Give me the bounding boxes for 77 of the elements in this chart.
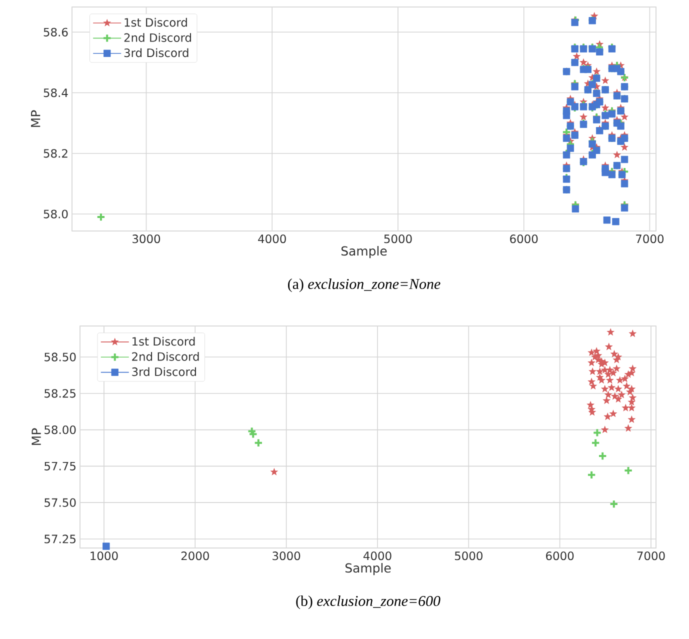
y-tick-label: 57.50 — [44, 498, 76, 507]
point — [588, 358, 596, 366]
y-tick-label: 58.6 — [44, 28, 68, 36]
legend-label: 2nd Discord — [132, 352, 199, 361]
point — [596, 373, 604, 381]
text: (b) exclusion_zone=600 — [296, 596, 440, 610]
point — [628, 404, 636, 412]
point — [620, 374, 629, 382]
point — [600, 426, 609, 434]
point — [616, 376, 624, 384]
point — [609, 499, 618, 509]
x-tick-label: 4000 — [258, 234, 286, 244]
y-tick-label: 58.25 — [44, 389, 76, 398]
point — [600, 384, 609, 392]
x-axis-title: Sample — [341, 246, 387, 258]
point — [610, 350, 618, 358]
point — [602, 396, 611, 404]
point — [604, 390, 612, 398]
point — [586, 470, 596, 480]
point — [628, 415, 636, 423]
legend-label: 2nd Discord — [124, 33, 192, 42]
x-tick-label: 6000 — [510, 234, 538, 244]
point — [622, 404, 630, 412]
point — [598, 451, 608, 461]
point — [609, 410, 618, 418]
point — [628, 330, 637, 338]
point — [592, 428, 602, 438]
point — [614, 384, 622, 392]
y-tick-label: 58.4 — [44, 88, 68, 98]
point — [622, 382, 631, 390]
point — [604, 412, 612, 420]
point — [609, 368, 618, 376]
legend-label: 3rd Discord — [132, 367, 196, 376]
point — [624, 424, 632, 432]
y-axis-title: MP — [31, 110, 40, 127]
point — [618, 390, 626, 398]
point — [270, 468, 278, 476]
legend-label: 3rd Discord — [124, 48, 188, 58]
x-tick-label: 3000 — [132, 234, 160, 244]
point — [600, 366, 609, 374]
point — [608, 383, 616, 391]
x-tick-label: 5000 — [384, 234, 412, 244]
point — [596, 367, 604, 375]
point — [604, 370, 612, 378]
point — [594, 351, 602, 359]
x-tick-label: 5000 — [454, 552, 482, 560]
y-tick-label: 58.00 — [44, 425, 76, 434]
legend-label: 1st Discord — [132, 336, 195, 346]
y-tick-label: 58.0 — [44, 210, 68, 218]
point — [589, 382, 598, 390]
y-tick-label: 58.2 — [44, 149, 68, 158]
x-tick-label: 3000 — [272, 552, 300, 560]
x-tick-label: 7000 — [637, 552, 665, 560]
x-axis-title: Sample — [345, 563, 391, 576]
point — [626, 388, 634, 396]
point — [604, 342, 613, 350]
y-tick-label: 57.25 — [44, 534, 76, 544]
text: (a) exclusion_zone=None — [288, 278, 440, 292]
x-tick-label: 2000 — [181, 552, 209, 560]
x-tick-label: 4000 — [363, 552, 392, 560]
x-tick-label: 6000 — [546, 552, 574, 560]
x-tick-label: 1000 — [90, 552, 118, 560]
x-tick-label: 7000 — [636, 234, 664, 244]
point — [588, 348, 596, 356]
point — [590, 438, 600, 448]
point — [588, 367, 597, 375]
y-tick-label: 57.75 — [44, 462, 76, 470]
y-tick-label: 58.50 — [44, 352, 76, 362]
point — [254, 438, 264, 448]
point — [606, 376, 614, 384]
y-axis-title: MP — [32, 428, 41, 445]
point — [102, 542, 110, 550]
point — [612, 364, 621, 372]
point — [614, 395, 622, 403]
point — [624, 466, 633, 476]
point — [606, 328, 615, 336]
legend-label: 1st Discord — [124, 18, 187, 27]
